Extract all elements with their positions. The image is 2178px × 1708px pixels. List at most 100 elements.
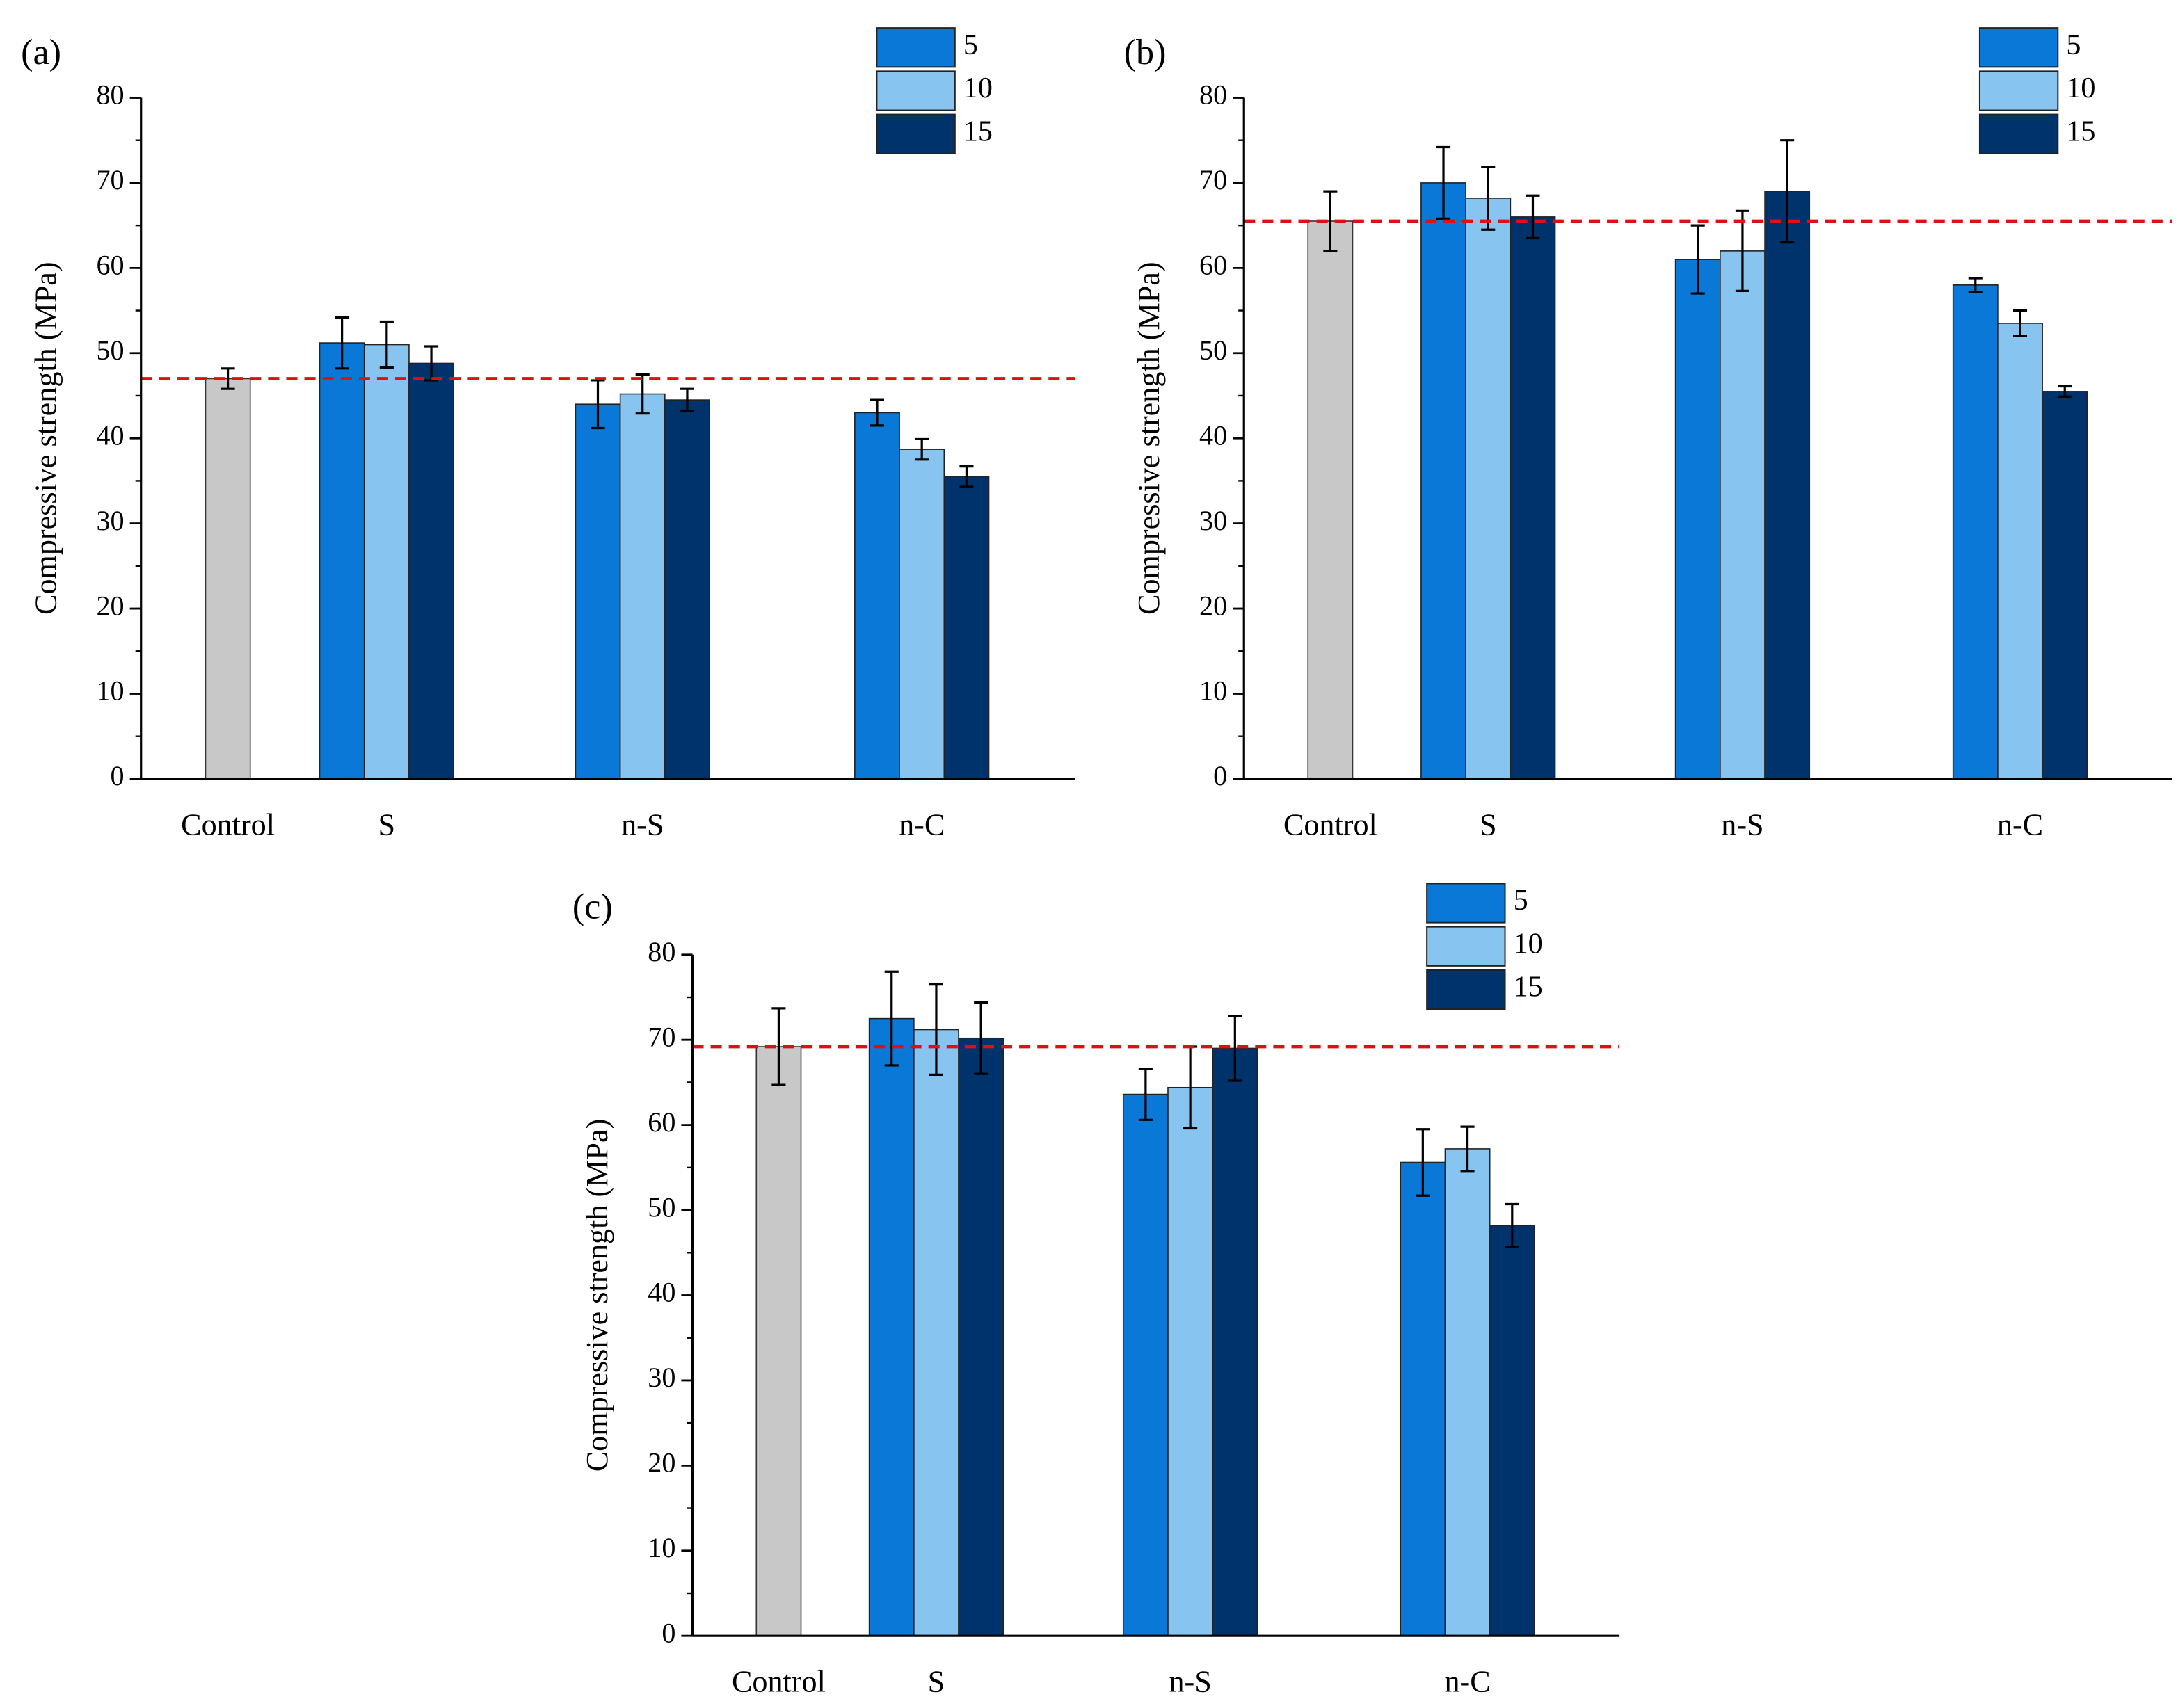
legend-swatch [1978,27,2059,68]
y-axis-title: Compressive strength (MPa) [1132,261,1166,615]
control-bar [205,378,251,780]
y-tick-label: 50 [96,335,124,366]
y-tick-label: 10 [1199,675,1227,707]
bar [1489,1225,1535,1637]
bar [1465,198,1512,780]
legend-label: 5 [1514,884,1528,917]
error-bar [379,320,394,369]
legend-swatch [876,27,956,68]
panel-label: (a) [21,33,61,72]
y-tick-label: 70 [96,164,124,195]
error-bar [884,970,899,1067]
panel: (b) Compressive strength (MPa) 0 10 20 30 40 50… [1124,27,2172,841]
y-tick-label: 40 [1199,419,1227,451]
x-tick-label: n-C [1444,1665,1490,1699]
bar [1510,216,1556,780]
error-bar [2012,309,2028,337]
control-bar [1307,220,1354,780]
error-bar [1505,1202,1519,1248]
error-bar [870,398,885,427]
legend-swatch [1426,883,1506,924]
bar [899,449,945,780]
error-bar [1228,1015,1242,1082]
bar [619,393,666,780]
error-bar [424,345,439,382]
bar [1997,323,2043,780]
panel: (a) Compressive strength (MPa) 0 10 20 30 40 50… [21,27,1075,841]
y-tick-label: 10 [96,675,124,707]
bar [943,476,990,780]
y-axis-title: Compressive strength (MPa) [580,1119,614,1472]
error-bar [915,437,929,461]
y-tick-label: 60 [648,1106,675,1138]
y-tick-label: 80 [648,936,675,967]
y-tick-label: 20 [648,1447,675,1479]
bar [1720,250,1765,780]
y-tick-label: 80 [96,79,124,111]
bar [1674,259,1721,780]
bar [408,362,454,780]
x-tick-label: n-C [899,807,945,841]
bar [1420,182,1466,780]
bar [575,403,621,780]
x-tick-label: S [378,807,396,841]
y-tick-label: 60 [96,250,124,281]
legend-label: 15 [963,115,993,147]
x-tick-label: Control [1283,807,1377,841]
error-bar [1690,224,1705,295]
figure-group: (a)Compressive strength (MPa)01020304050… [21,27,2172,1699]
error-bar [221,367,235,390]
error-bar [680,387,694,412]
y-tick-label: 0 [662,1617,675,1648]
error-bar [635,373,650,415]
y-tick-label: 20 [1199,590,1227,621]
y-tick-label: 0 [111,760,125,791]
y-tick-label: 50 [648,1191,675,1223]
legend-swatch [876,113,956,154]
error-bar [1416,1128,1430,1197]
y-tick-label: 10 [648,1532,675,1563]
error-bar [1323,190,1338,252]
bar [1444,1148,1491,1637]
y-tick-label: 30 [1199,505,1227,536]
bar [363,344,410,780]
legend-label: 15 [1514,971,1543,1004]
error-bar [1481,166,1496,231]
bar [913,1029,959,1637]
error-bar [1460,1125,1475,1173]
bar [1167,1086,1214,1637]
bar [664,399,710,780]
y-tick-label: 0 [1213,760,1227,791]
panel-label: (b) [1124,33,1167,72]
legend-swatch [876,70,956,111]
error-bar [1968,277,1983,293]
error-bar [771,1007,786,1086]
bar [1400,1161,1446,1637]
legend-label: 10 [963,72,993,104]
error-bar [1138,1068,1153,1121]
y-tick-label: 50 [1199,335,1227,366]
bar [854,412,900,780]
legend-swatch [1426,969,1506,1010]
legend-label: 5 [963,29,978,61]
error-bar [1780,139,1795,244]
legend-swatch [1978,70,2059,111]
bar [1122,1093,1169,1637]
y-axis-title: Compressive strength (MPa) [29,261,63,615]
error-bar [591,379,605,430]
legend-swatch [1426,926,1506,967]
x-tick-label: n-S [621,807,664,841]
x-tick-label: S [928,1665,945,1699]
error-bar [974,1001,988,1075]
bar [868,1017,915,1637]
bar [2042,391,2088,780]
y-tick-label: 70 [1199,164,1227,195]
x-tick-label: Control [732,1665,826,1699]
error-bar [1526,194,1540,240]
error-bar [1735,209,1749,293]
y-tick-label: 40 [648,1277,675,1308]
legend-label: 10 [1514,927,1543,960]
bar [1212,1047,1258,1637]
bar [1764,191,1811,780]
